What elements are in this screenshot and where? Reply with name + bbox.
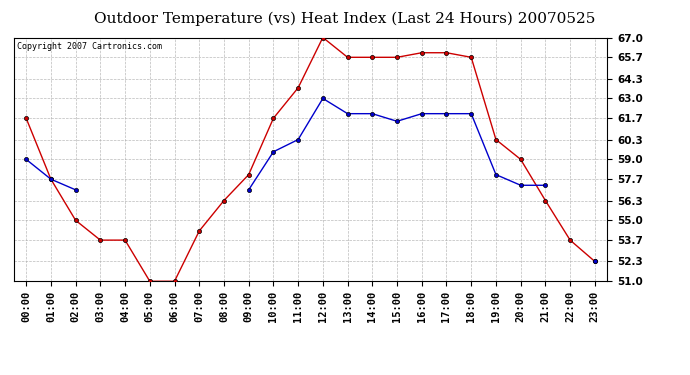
Text: Copyright 2007 Cartronics.com: Copyright 2007 Cartronics.com: [17, 42, 161, 51]
Text: Outdoor Temperature (vs) Heat Index (Last 24 Hours) 20070525: Outdoor Temperature (vs) Heat Index (Las…: [95, 11, 595, 26]
